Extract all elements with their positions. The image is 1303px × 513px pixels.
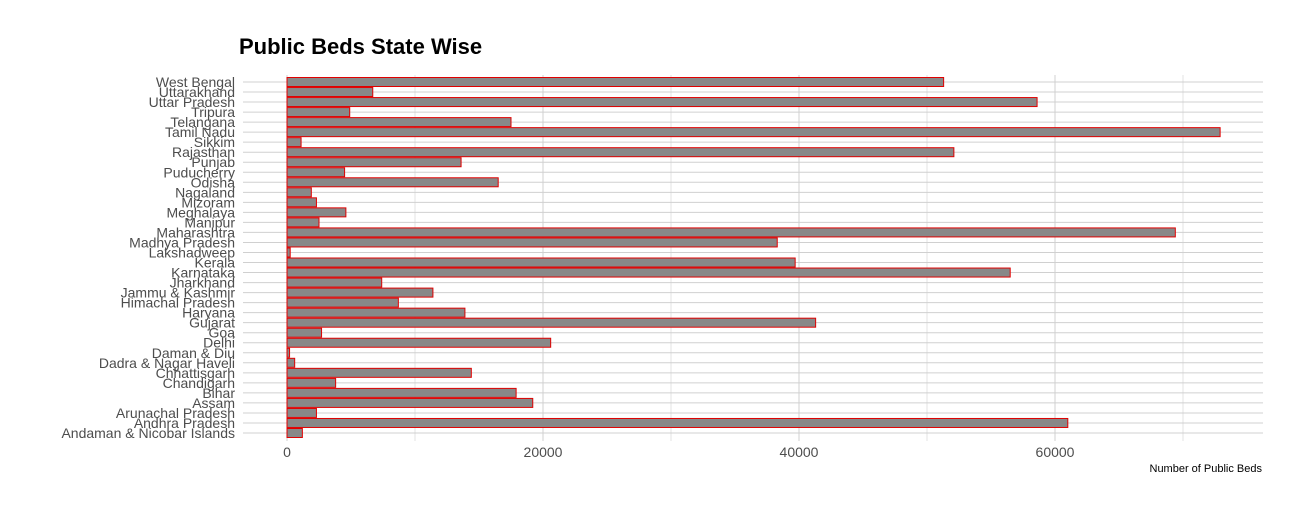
bar: [286, 97, 1038, 108]
bar: [286, 387, 517, 398]
bar: [286, 277, 383, 288]
bar: [286, 337, 552, 348]
bar: [286, 167, 346, 178]
y-tick-label: Puducherry: [163, 164, 235, 180]
y-tick-label: Kerala: [195, 255, 236, 271]
bar: [286, 297, 399, 308]
bar: [286, 357, 296, 368]
y-tick-label: Madhya Pradesh: [129, 234, 235, 250]
y-tick-label: Goa: [209, 325, 236, 341]
bar: [286, 77, 945, 87]
bar: [286, 257, 796, 268]
y-tick-label: Odisha: [191, 174, 236, 190]
y-tick-label: Assam: [192, 395, 235, 411]
x-tick-label: 0: [283, 444, 291, 460]
y-tick-label: Mizoram: [181, 194, 235, 210]
bar: [286, 417, 1069, 428]
y-tick-label: Chhattisgarh: [156, 365, 235, 381]
x-tick-label: 60000: [1036, 444, 1075, 460]
y-tick-label: Uttarakhand: [159, 84, 235, 100]
y-tick-label: Gujarat: [189, 315, 235, 331]
bar: [286, 307, 466, 318]
y-tick-label: Telangana: [170, 114, 235, 130]
bar: [286, 157, 462, 168]
x-tick-label: 20000: [524, 444, 563, 460]
bar: [286, 177, 499, 188]
y-tick-label: Manipur: [184, 214, 235, 230]
y-tick-label: Andaman & Nicobar Islands: [61, 425, 235, 441]
y-tick-label: Uttar Pradesh: [149, 94, 235, 110]
bar: [286, 327, 323, 338]
x-axis-labels: 0 20000 40000 60000: [283, 444, 1075, 460]
y-tick-label: Nagaland: [175, 184, 235, 200]
bar: [286, 197, 317, 208]
y-tick-label: Punjab: [191, 154, 235, 170]
y-tick-label: Andhra Pradesh: [134, 415, 235, 431]
chart-title: Public Beds State Wise: [239, 34, 483, 59]
bar: [286, 377, 337, 388]
y-tick-label: Bihar: [202, 385, 235, 401]
bar: [286, 267, 1011, 278]
y-tick-label: Haryana: [182, 305, 235, 321]
bar: [286, 147, 955, 158]
bar: [286, 428, 303, 438]
y-tick-label: Rajasthan: [172, 144, 235, 160]
y-tick-label: Arunachal Pradesh: [116, 405, 235, 421]
bar: [286, 217, 320, 228]
y-tick-label: Tamil Nadu: [165, 124, 235, 140]
y-tick-label: Maharashtra: [156, 224, 235, 240]
y-tick-label: Sikkim: [194, 134, 235, 150]
bar: [286, 207, 347, 218]
bar: [286, 347, 291, 358]
y-tick-label: Jammu & Kashmir: [121, 285, 236, 301]
y-tick-label: Lakshadweep: [149, 244, 236, 260]
bar: [286, 247, 291, 258]
bar: [286, 237, 778, 248]
x-axis-title: Number of Public Beds: [1150, 463, 1263, 475]
bar: [286, 127, 1221, 138]
bar: [286, 117, 512, 128]
y-tick-label: Dadra & Nagar Haveli: [99, 355, 235, 371]
bars: [286, 77, 1221, 438]
bar: [286, 407, 317, 418]
bar: [286, 187, 312, 198]
x-tick-label: 40000: [780, 444, 819, 460]
bar: [286, 107, 351, 118]
y-tick-label: Chandigarh: [163, 375, 235, 391]
bar: [286, 367, 472, 378]
y-tick-label: Karnataka: [171, 265, 235, 281]
bar: [286, 87, 374, 98]
y-tick-label: Delhi: [203, 335, 235, 351]
bar: [286, 227, 1176, 238]
bar: [286, 397, 534, 408]
y-tick-label: Meghalaya: [167, 204, 236, 220]
bar: [286, 137, 302, 148]
bar: [286, 317, 817, 328]
y-tick-label: Daman & Diu: [152, 345, 235, 361]
y-tick-label: Tripura: [191, 104, 235, 120]
y-tick-label: Jharkhand: [170, 275, 235, 291]
bar: [286, 287, 434, 298]
y-tick-label: Himachal Pradesh: [121, 295, 235, 311]
y-tick-label: West Bengal: [156, 74, 235, 90]
